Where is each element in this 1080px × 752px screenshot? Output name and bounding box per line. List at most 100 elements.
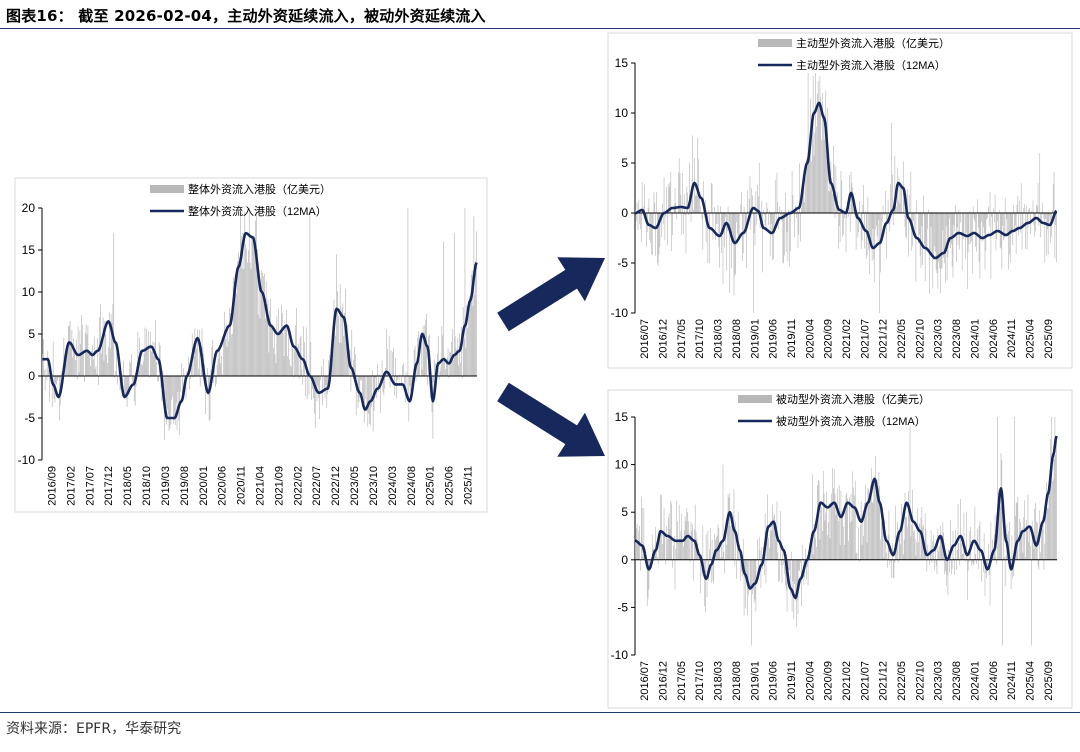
passive-bar: [774, 523, 776, 560]
passive-bar: [898, 533, 900, 560]
total-bar: [224, 339, 226, 376]
total-x-tick-label: 2021/09: [273, 466, 285, 506]
total-ma-line: [42, 231, 478, 420]
total-bar: [390, 350, 392, 376]
passive-bar: [957, 503, 959, 560]
passive-bar: [831, 493, 832, 560]
passive-bar: [814, 524, 816, 560]
passive-bar: [934, 559, 935, 571]
total-bar: [194, 328, 196, 376]
passive-bar: [825, 512, 827, 560]
active-bar: [699, 206, 701, 213]
passive-bar: [874, 483, 875, 560]
active-bar: [913, 213, 915, 234]
passive-bar: [969, 531, 971, 560]
active-x-tick-label: 2021/07: [859, 319, 871, 359]
total-bar: [368, 376, 370, 414]
passive-bar: [967, 559, 969, 571]
total-bar: [453, 360, 454, 376]
passive-bar: [1053, 459, 1055, 560]
total-bar: [405, 371, 407, 376]
active-x-tick-label: 2021/02: [841, 319, 853, 359]
active-bar: [787, 213, 789, 262]
total-x-tick-label: 2023/05: [349, 466, 361, 506]
active-bar: [988, 206, 989, 213]
passive-bar: [973, 559, 975, 564]
active-bar: [958, 209, 960, 213]
active-bar: [1034, 213, 1035, 237]
active-bar: [997, 213, 998, 222]
total-bar: [283, 356, 285, 376]
active-bar: [843, 213, 844, 235]
active-x-tick-label: 2024/11: [1006, 319, 1018, 358]
active-bar: [970, 213, 971, 244]
total-bar: [226, 346, 228, 376]
passive-bar: [888, 510, 890, 560]
active-bar: [950, 213, 952, 244]
total-bar: [320, 376, 321, 381]
passive-bar: [686, 508, 688, 560]
total-bar: [347, 349, 349, 376]
active-bar: [906, 213, 907, 238]
total-bar: [142, 361, 144, 376]
passive-bar: [659, 536, 661, 560]
total-bar: [324, 376, 326, 398]
total-y-tick-label: -5: [24, 411, 35, 425]
active-bar: [1055, 213, 1057, 225]
passive-bar: [883, 557, 885, 560]
passive-bar: [805, 548, 806, 560]
active-bar: [684, 213, 686, 216]
passive-bar: [1033, 548, 1035, 560]
passive-bar: [946, 559, 948, 575]
total-bar: [208, 376, 210, 422]
total-bar: [340, 342, 342, 376]
passive-bar: [662, 531, 664, 560]
chart-total-group: 20 15 10 5 0 -5 -10 2016/09 2017/02 2017/07 2017/1…: [14, 177, 488, 513]
total-bar: [455, 348, 457, 376]
active-bar: [797, 213, 799, 248]
active-bar: [993, 213, 995, 223]
total-bar: [84, 332, 86, 376]
active-bar: [699, 197, 700, 213]
passive-bar: [718, 527, 720, 560]
active-bar: [758, 163, 760, 213]
passive-bar: [1048, 485, 1050, 560]
passive-bar: [951, 559, 953, 569]
passive-bar: [909, 426, 911, 560]
passive-bar: [785, 559, 787, 591]
passive-bar: [665, 559, 667, 565]
total-bar: [354, 354, 356, 376]
active-bar: [863, 184, 865, 213]
active-bar: [902, 211, 903, 213]
active-bar: [816, 126, 817, 213]
active-bar: [1007, 213, 1009, 236]
total-bar: [272, 325, 273, 376]
active-bar: [1006, 213, 1008, 220]
passive-x-tick-label: 2020/04: [804, 661, 816, 701]
active-bar: [800, 213, 801, 242]
active-bar: [842, 213, 843, 237]
active-bar: [940, 213, 941, 294]
passive-bar: [970, 526, 971, 560]
total-bar: [468, 311, 469, 376]
total-bar: [264, 318, 266, 376]
active-bar: [992, 213, 993, 234]
active-bar: [775, 213, 777, 222]
passive-bar: [647, 559, 649, 599]
active-bar: [948, 213, 950, 238]
passive-bar: [870, 484, 871, 560]
total-bar: [232, 277, 234, 376]
total-bar: [308, 376, 310, 395]
total-bar: [302, 376, 304, 385]
total-bar: [223, 340, 224, 376]
total-bar: [193, 356, 195, 376]
active-bar: [870, 213, 872, 243]
total-bar: [245, 244, 247, 376]
active-bar: [934, 213, 936, 252]
active-bar: [651, 213, 652, 255]
active-bar: [658, 213, 660, 255]
passive-bar: [954, 559, 955, 575]
passive-bar: [667, 517, 669, 560]
active-bar: [859, 201, 860, 213]
passive-bar: [1014, 417, 1015, 560]
